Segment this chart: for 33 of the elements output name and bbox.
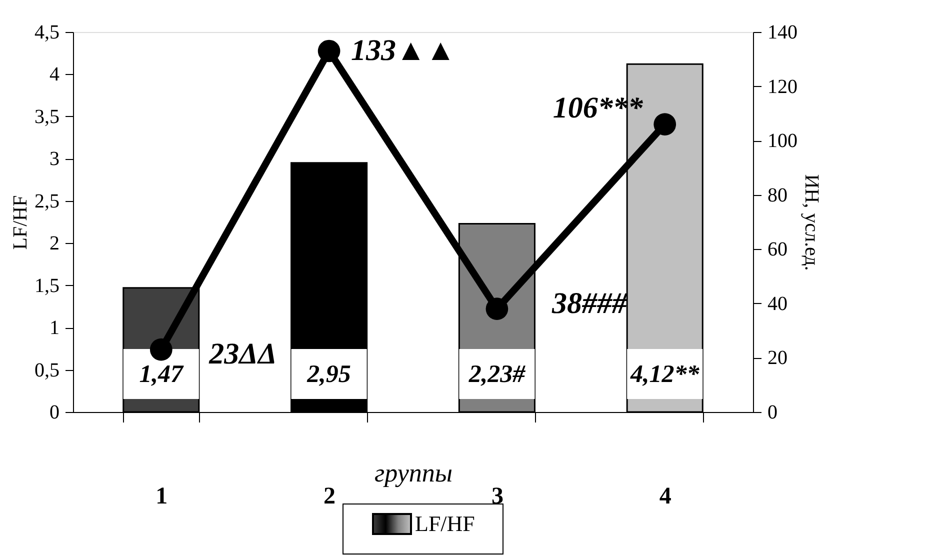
y-axis-title: LF/HF (10, 195, 32, 250)
x-tick-label: 3 (491, 484, 504, 510)
data-label: 2,23# (468, 361, 526, 388)
y-tick-label: 3 (50, 148, 60, 170)
y2-axis-title: ИН, усл.ед. (800, 174, 822, 271)
data-label: 4,12** (629, 361, 700, 388)
data-label: 2,95 (306, 361, 351, 388)
y-tick-label: 4 (50, 64, 60, 86)
x-axis-title: группы (374, 458, 452, 488)
data-label: 38### (550, 286, 628, 320)
y-tick-label: 2 (50, 232, 60, 255)
legend-label: LF/HF (415, 511, 475, 536)
y-tick-label: 1,5 (34, 274, 60, 297)
y2-tick-label: 140 (768, 22, 798, 44)
y-tick-label: 3,5 (34, 106, 60, 128)
y-tick-label: 0 (50, 402, 60, 424)
x-tick-label: 2 (324, 484, 336, 510)
y-tick-label: 0,5 (34, 359, 60, 382)
y-tick-label: 4,5 (34, 22, 60, 44)
y2-tick-label: 100 (768, 130, 798, 152)
data-label: 133▲▲ (351, 34, 456, 67)
y2-tick-label: 0 (768, 402, 778, 424)
y2-tick-label: 20 (768, 347, 788, 370)
x-tick-label: 1 (156, 484, 168, 510)
y2-tick-label: 120 (768, 76, 798, 98)
data-label: 1,47 (139, 361, 185, 388)
y-tick-label: 2,5 (34, 190, 60, 212)
x-tick-label: 4 (659, 484, 672, 510)
data-label: 23ΔΔ (208, 338, 277, 371)
y2-tick-label: 60 (768, 238, 788, 261)
y2-tick-label: 40 (768, 292, 788, 315)
y2-tick-label: 80 (768, 184, 788, 206)
y-tick-label: 1 (50, 317, 60, 340)
